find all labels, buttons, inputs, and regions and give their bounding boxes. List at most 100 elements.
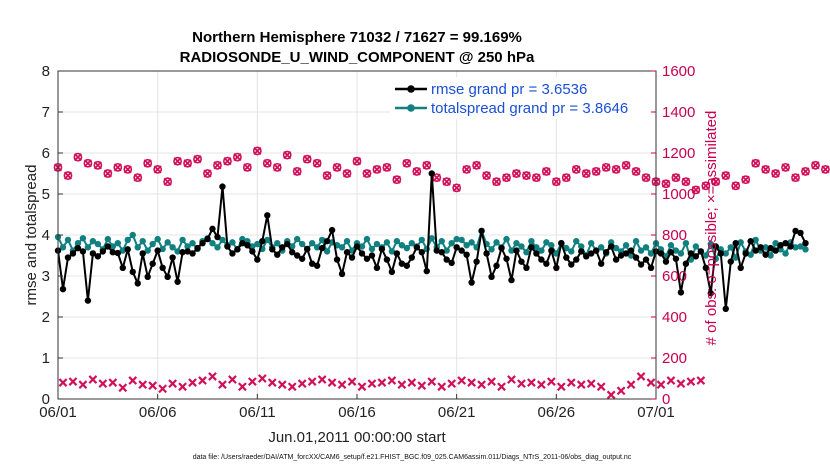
rmse-point — [318, 244, 326, 252]
rmse-point — [687, 250, 695, 257]
y-left-tick-label: 0 — [42, 391, 50, 408]
spread-point — [294, 235, 301, 243]
rmse-point — [84, 297, 92, 304]
obs-assimilated-point — [337, 380, 347, 390]
obs-possible-cross — [303, 155, 312, 164]
obs-possible-cross — [213, 161, 222, 170]
obs-possible-point — [462, 164, 472, 174]
obs-assimilated-point — [606, 390, 616, 400]
spread-point — [169, 244, 176, 251]
obs-possible-point — [641, 173, 651, 182]
obs-possible-cross — [63, 171, 73, 180]
obs-assimilated-point — [437, 382, 447, 392]
rmse-point — [612, 256, 620, 263]
obs-assimilated-point — [487, 377, 496, 386]
x-tick-label: 06/26 — [538, 404, 576, 421]
spread-point — [573, 237, 580, 245]
obs-possible-cross — [721, 171, 730, 180]
obs-possible-point — [362, 169, 372, 178]
obs-possible-cross — [342, 169, 352, 178]
spread-point — [538, 247, 545, 254]
rmse-point — [523, 264, 530, 271]
spread-point — [692, 243, 700, 250]
rmse-point — [657, 250, 665, 257]
spread-point — [149, 240, 156, 248]
obs-possible-point — [711, 177, 721, 187]
rmse-point — [518, 258, 525, 265]
rmse-point — [433, 247, 440, 254]
obs-possible-point — [242, 162, 252, 172]
rmse-point — [338, 270, 346, 278]
rmse-point — [752, 247, 759, 254]
rmse-point — [79, 248, 87, 255]
y-left-tick-label: 5 — [42, 186, 50, 203]
rmse-point — [114, 249, 122, 257]
obs-assimilated-point — [447, 379, 457, 389]
spread-point — [707, 240, 715, 248]
obs-possible-point — [561, 173, 571, 182]
obs-possible-point — [532, 173, 541, 182]
rmse-point — [269, 246, 276, 253]
obs-possible-point — [262, 158, 272, 168]
obs-possible-point — [751, 158, 761, 168]
obs-possible-point — [581, 169, 591, 178]
y-axis-label-left: rmse and totalspread — [23, 165, 40, 306]
rmse-point — [508, 276, 515, 284]
rmse-point — [204, 235, 211, 243]
rmse-point — [692, 253, 700, 260]
rmse-point — [244, 242, 251, 249]
spread-point — [403, 244, 411, 252]
rmse-point — [209, 225, 216, 233]
rmse-point — [169, 254, 176, 261]
obs-possible-cross — [821, 165, 830, 174]
rmse-point — [722, 305, 729, 312]
obs-assimilated-point — [208, 372, 217, 381]
obs-possible-cross — [552, 177, 561, 186]
obs-possible-cross — [532, 173, 541, 182]
spread-point — [79, 235, 87, 242]
spread-point — [219, 236, 226, 244]
obs-assimilated-point — [507, 375, 516, 384]
rmse-point — [578, 248, 585, 255]
spread-point — [164, 239, 171, 246]
rmse-point — [69, 250, 77, 257]
rmse-point — [712, 243, 719, 250]
spread-point — [408, 240, 416, 247]
rmse-point — [453, 244, 460, 251]
obs-possible-cross — [502, 173, 511, 182]
y-right-tick-label: 800 — [662, 227, 687, 244]
spread-point — [443, 247, 450, 254]
rmse-point — [627, 247, 635, 254]
spread-point — [114, 240, 122, 247]
obs-assimilated-point — [218, 380, 227, 390]
obs-possible-point — [781, 162, 790, 172]
obs-possible-cross — [173, 157, 182, 166]
spread-point — [144, 247, 151, 254]
obs-possible-cross — [741, 175, 750, 184]
x-tick-label: 06/16 — [338, 404, 376, 421]
x-tick-label: 06/11 — [239, 404, 275, 421]
spread-point — [588, 240, 595, 247]
rmse-point — [149, 260, 156, 267]
spread-point — [358, 243, 366, 250]
obs-possible-point — [492, 177, 501, 187]
spread-point — [59, 244, 67, 251]
obs-possible-point — [541, 167, 551, 176]
obs-possible-point — [133, 173, 143, 182]
rmse-point — [797, 229, 804, 237]
x-axis-label: Jun.01,2011 00:00:00 start — [268, 429, 446, 446]
spread-point — [139, 237, 146, 245]
rmse-point — [109, 249, 117, 256]
spread-point — [338, 244, 346, 251]
obs-assimilated-point — [397, 380, 407, 390]
rmse-point — [189, 250, 196, 257]
rmse-point — [647, 264, 655, 271]
legend-rmse-label: rmse grand pr = 3.6536 — [431, 81, 587, 98]
obs-possible-cross — [283, 151, 292, 160]
obs-assimilated-point — [596, 382, 606, 392]
obs-possible-point — [631, 167, 641, 176]
spread-point — [254, 240, 261, 248]
spread-point — [802, 246, 809, 253]
rmse-point — [74, 244, 82, 252]
obs-possible-cross — [193, 155, 202, 164]
